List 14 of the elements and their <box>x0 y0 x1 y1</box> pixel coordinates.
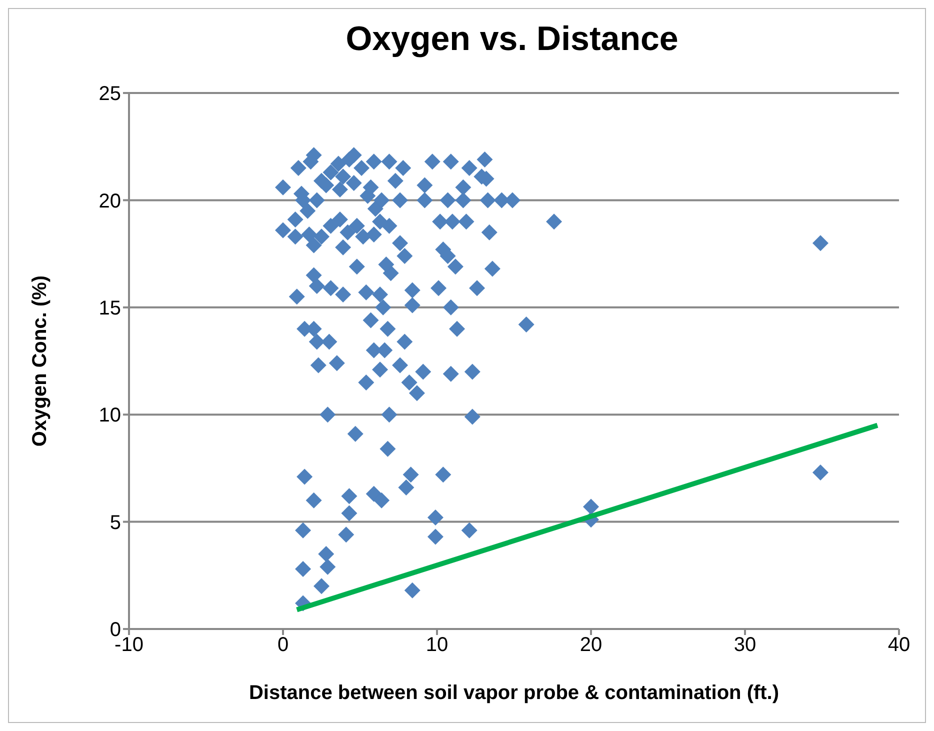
y-tick-label: 20 <box>98 190 121 212</box>
chart-title: Oxygen vs. Distance <box>344 19 680 60</box>
y-tick-label: 5 <box>110 512 121 534</box>
x-tick-label: 0 <box>277 634 289 656</box>
y-tick-label: 10 <box>98 404 121 427</box>
y-tick-label: 25 <box>98 83 121 106</box>
y-axis-title: Oxygen Conc. (%) <box>29 275 52 447</box>
x-tick-label: 10 <box>426 634 448 656</box>
x-tick-label: 30 <box>734 634 756 656</box>
x-axis-title: Distance between soil vapor probe & contamination (ft.) <box>248 682 780 704</box>
y-tick-label: 0 <box>110 619 121 642</box>
x-tick-label: 20 <box>580 634 602 656</box>
y-tick-label: 15 <box>98 298 121 320</box>
x-tick-label: 40 <box>888 634 910 656</box>
